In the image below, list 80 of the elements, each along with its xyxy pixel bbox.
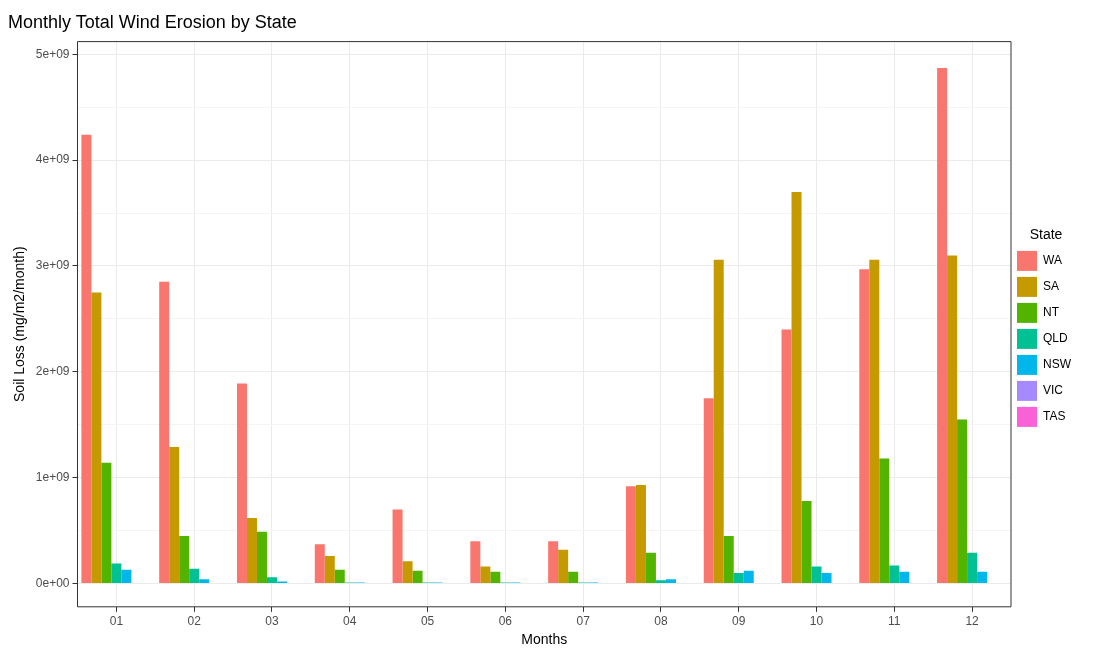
bar [314, 544, 325, 584]
bar [101, 462, 112, 584]
x-tick-label: 09 [732, 614, 746, 629]
y-tick-label: 3e+09 [35, 258, 70, 273]
x-tick-label: 12 [965, 614, 980, 629]
bar [899, 571, 910, 584]
bar [713, 259, 724, 584]
bar [869, 259, 880, 584]
bar [811, 566, 822, 584]
bar [266, 577, 277, 584]
bar [645, 552, 656, 584]
bar [412, 570, 423, 584]
y-tick-label: 1e+09 [35, 469, 70, 484]
x-axis-title: Months [521, 631, 568, 648]
bar [723, 535, 734, 584]
bar [236, 383, 247, 584]
bar [879, 458, 890, 584]
x-tick-label: 08 [654, 614, 668, 629]
legend-label: SA [1043, 279, 1060, 294]
bar [801, 500, 812, 584]
bar [490, 571, 501, 584]
bar [703, 398, 714, 584]
bar [957, 419, 968, 584]
bar [548, 541, 559, 584]
bar [81, 134, 92, 584]
bar [937, 68, 948, 584]
bar [91, 292, 102, 584]
bar [791, 191, 802, 584]
x-tick-label: 03 [265, 614, 279, 629]
bar [625, 486, 636, 584]
y-tick-label: 4e+09 [35, 152, 70, 167]
bar [781, 329, 792, 584]
x-tick-label: 10 [809, 614, 824, 629]
legend-label: VIC [1043, 383, 1064, 398]
legend-label: NT [1043, 305, 1060, 320]
bar [199, 579, 210, 584]
bar [665, 579, 676, 584]
x-tick-label: 02 [187, 614, 202, 629]
bar [655, 580, 666, 584]
bar [743, 570, 754, 584]
y-axis-title: Soil Loss (mg/m2/month) [11, 246, 28, 402]
bar [169, 446, 180, 584]
legend-label: NSW [1043, 357, 1072, 372]
x-tick-label: 01 [109, 614, 124, 629]
bar [334, 569, 345, 584]
y-tick-label: 0e+00 [35, 575, 70, 590]
y-tick-label: 2e+09 [35, 364, 70, 379]
legend-label: WA [1043, 253, 1062, 268]
x-tick-label: 05 [420, 614, 435, 629]
bar [821, 572, 832, 584]
bar [256, 531, 267, 584]
bar [121, 569, 132, 584]
bar [246, 517, 257, 584]
bar [111, 563, 122, 584]
chart-title: Monthly Total Wind Erosion by State [8, 11, 297, 32]
bar [324, 556, 335, 584]
bar [392, 509, 403, 584]
x-tick-label: 04 [343, 614, 357, 629]
bar [179, 535, 190, 584]
bar [635, 485, 646, 584]
bar [189, 568, 200, 584]
bar [947, 255, 958, 584]
y-tick-label: 5e+09 [35, 46, 70, 61]
bar [859, 269, 870, 584]
bar [967, 552, 978, 584]
bar [558, 549, 569, 584]
bar [977, 571, 988, 584]
bar [159, 281, 170, 584]
bar [889, 565, 900, 584]
bar [402, 561, 413, 584]
bar [480, 566, 491, 584]
x-tick-label: 06 [498, 614, 513, 629]
bar [470, 541, 481, 584]
x-tick-label: 07 [576, 614, 591, 629]
legend-title: State [1029, 225, 1063, 242]
legend-label: TAS [1043, 409, 1066, 424]
bar [733, 572, 744, 584]
x-tick-label: 11 [888, 614, 901, 629]
legend-label: QLD [1043, 331, 1069, 346]
bar [568, 571, 579, 584]
